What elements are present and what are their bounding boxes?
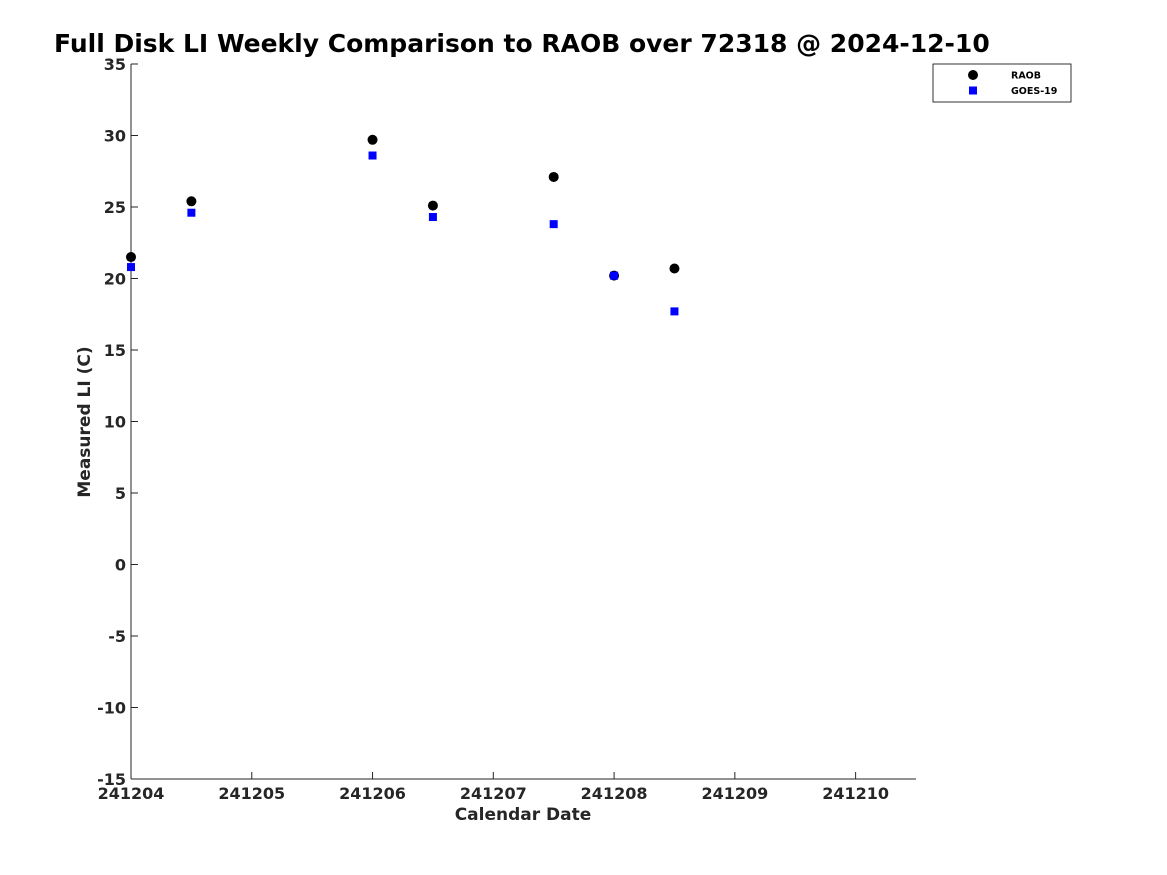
data-marks [126, 134, 680, 316]
goes-point [368, 151, 377, 160]
legend-marker-1 [969, 86, 977, 95]
x-tick-label: 241206 [339, 784, 406, 803]
y-axis-label: Measured LI (C) [75, 346, 95, 497]
legend: RAOB GOES-19 [932, 63, 1072, 103]
series-raob [126, 134, 680, 281]
x-axis-label: Calendar Date [455, 805, 592, 825]
x-tick-label: 241210 [822, 784, 889, 803]
y-tick-label: 15 [104, 341, 126, 360]
legend-box [932, 63, 1072, 103]
raob-point [548, 171, 559, 182]
chart-title: Full Disk LI Weekly Comparison to RAOB o… [54, 29, 990, 58]
x-tick-label: 241207 [460, 784, 527, 803]
y-tick-label: 35 [104, 55, 126, 74]
y-tick-label: 0 [115, 556, 126, 575]
raob-point [186, 196, 197, 207]
series-goes-19 [127, 151, 679, 316]
goes-point [549, 220, 558, 229]
raob-point [669, 263, 680, 274]
goes-point [428, 213, 437, 222]
y-tick-label: -10 [97, 699, 126, 718]
y-tick-label: -5 [108, 627, 126, 646]
x-tick-label: 241204 [98, 784, 165, 803]
y-tick-label: 10 [104, 413, 126, 432]
x-tick-label: 241209 [701, 784, 768, 803]
y-tick-label: 30 [104, 127, 126, 146]
y-tick-label: 20 [104, 270, 126, 289]
legend-label: RAOB [1011, 71, 1041, 82]
x-tick-label: 241208 [581, 784, 648, 803]
raob-point [427, 200, 438, 211]
x-tick-label: 241205 [218, 784, 285, 803]
y-tick-label: -15 [97, 770, 126, 789]
raob-point [367, 134, 378, 145]
goes-point [610, 271, 619, 280]
raob-point [126, 252, 136, 263]
goes-point [670, 307, 679, 316]
legend-marker-0 [968, 70, 978, 80]
legend-label: GOES-19 [1011, 86, 1057, 97]
y-tick-label: 5 [115, 484, 126, 503]
y-tick-label: 25 [104, 198, 126, 217]
goes-point [127, 263, 135, 272]
goes-point [187, 208, 196, 217]
axes [130, 64, 916, 780]
